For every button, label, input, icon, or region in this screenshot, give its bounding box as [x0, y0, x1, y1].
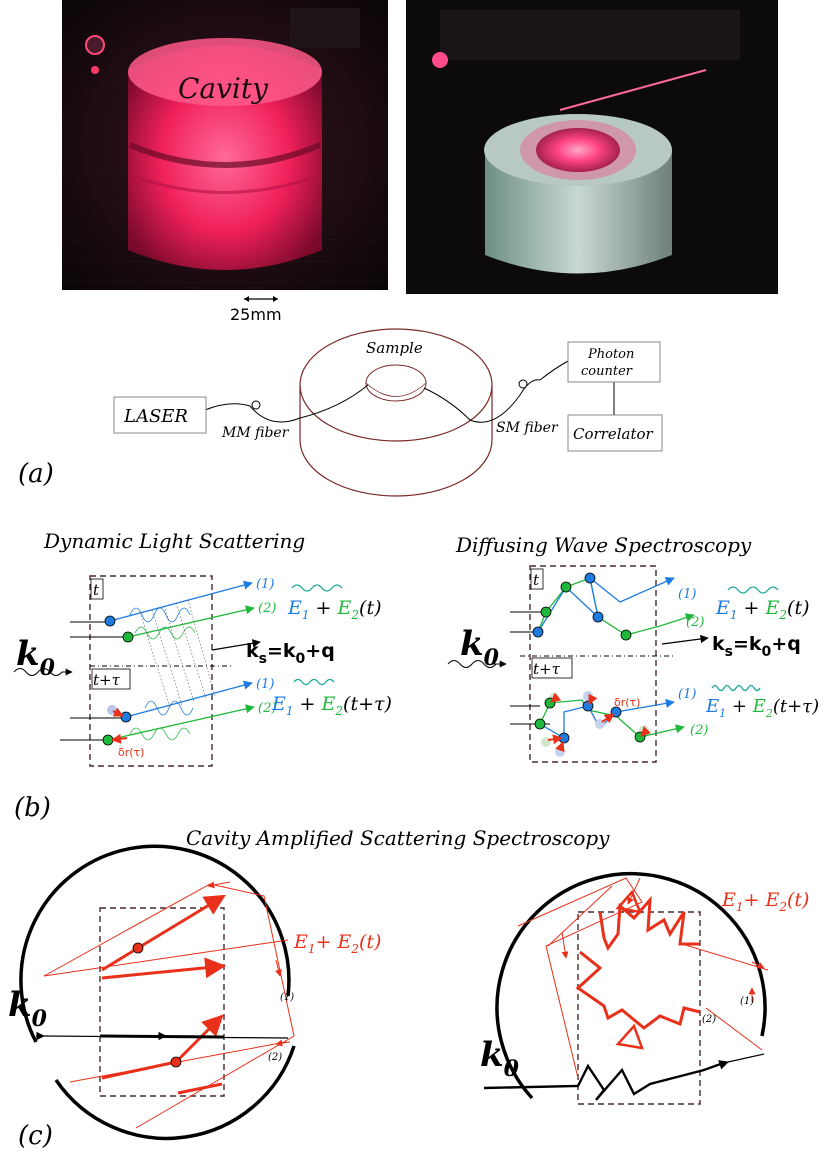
photon-counter-box — [567, 341, 661, 383]
cass-right-ray2: (2) — [702, 1014, 716, 1025]
sm-fiber-label: SM fiber — [496, 420, 559, 436]
dws-field-ttau: E1 + E2(t+τ) — [705, 696, 819, 720]
dws-dr-label: δr(τ) — [614, 696, 640, 709]
cass-right-field: E1+ E2(t) — [721, 889, 809, 914]
dls-ks-label: ks=k0+q — [246, 640, 335, 667]
dws-field-t: E1 + E2(t) — [715, 597, 810, 622]
dws-ks-label: ks=k0+q — [712, 633, 801, 660]
dws-ray2-bottom: (2) — [690, 723, 708, 738]
photo-right — [406, 0, 778, 294]
dls-dr-label: δr(τ) — [118, 746, 144, 759]
dls-ray2-bottom: (2) — [258, 701, 276, 716]
dls-field-t: E1 + E2(t) — [287, 597, 382, 622]
dls-title: Dynamic Light Scattering — [43, 529, 305, 553]
correlator-label: Correlator — [573, 425, 654, 443]
sample-label: Sample — [366, 339, 423, 357]
panel-b-label: (b) — [14, 793, 51, 823]
photon-counter-line1: Photon — [587, 347, 634, 362]
dls-ray1-bottom: (1) — [256, 677, 274, 692]
laser-box — [113, 396, 207, 434]
dls-ray1-top: (1) — [256, 577, 274, 592]
dls-ray2-top: (2) — [258, 601, 276, 616]
photon-counter-line2: counter — [581, 364, 633, 379]
cass-right-ray1: (1) — [740, 996, 754, 1007]
dws-ray1-bottom: (1) — [678, 687, 696, 702]
cass-left-diagram — [19, 844, 296, 1141]
dls-t-label: t — [93, 581, 100, 599]
dws-diagram — [447, 565, 779, 763]
cass-left-ray2: (2) — [268, 1052, 282, 1063]
cass-left-k0: k0 — [8, 985, 48, 1032]
schematic-cavity — [299, 328, 493, 497]
dls-k0-label: k0 — [16, 634, 56, 681]
dws-ray1-top: (1) — [678, 587, 696, 602]
correlator-box — [567, 414, 663, 452]
laser-label: LASER — [123, 406, 188, 427]
cavity-label: Cavity — [178, 72, 269, 105]
dws-t-label: t — [533, 571, 540, 589]
cass-left-ray1: (1) — [280, 992, 294, 1003]
dws-ttau-label: t+τ — [533, 660, 561, 678]
panel-c-label: (c) — [18, 1121, 53, 1151]
dws-title: Diffusing Wave Spectroscopy — [455, 533, 752, 557]
photo-left — [62, 0, 388, 290]
fibers — [204, 359, 615, 423]
dws-ray2-top: (2) — [686, 615, 704, 630]
cass-title: Cavity Amplified Scattering Spectroscopy — [186, 826, 610, 850]
cass-left-field: E1+ E2(t) — [293, 931, 381, 956]
dls-diagram — [13, 575, 343, 767]
scale-label: 25mm — [230, 305, 282, 324]
cass-right-k0: k0 — [480, 1035, 520, 1082]
mm-fiber-label: MM fiber — [221, 425, 290, 441]
cass-right-diagram — [483, 871, 781, 1105]
panel-a-label: (a) — [18, 459, 54, 489]
dls-field-ttau: E1 + E2(t+τ) — [271, 693, 392, 718]
dls-ttau-label: t+τ — [93, 671, 121, 689]
dws-k0-label: k0 — [460, 624, 500, 671]
scale-bar — [244, 296, 278, 302]
